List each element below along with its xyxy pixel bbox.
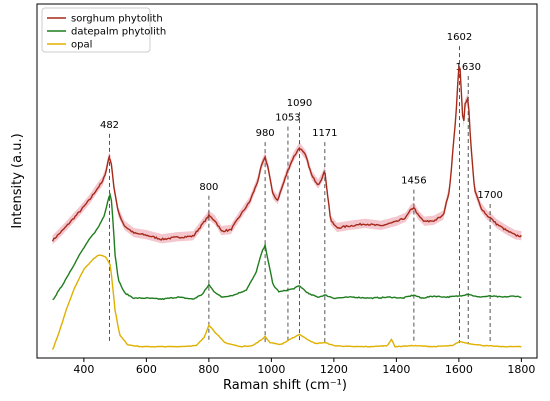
x-tick-label-400: 400	[73, 363, 94, 376]
peak-label-1602: 1602	[447, 32, 472, 43]
x-axis-label: Raman shift (cm⁻¹)	[223, 378, 347, 393]
x-tick-label-800: 800	[198, 363, 219, 376]
x-tick-label-600: 600	[136, 363, 157, 376]
series-lines	[51, 66, 522, 350]
peak-label-800: 800	[199, 182, 218, 193]
legend-label-opal: opal	[71, 40, 92, 51]
peak-label-1090: 1090	[287, 98, 312, 109]
sorghum-shade-band	[52, 61, 522, 245]
y-axis-label: Intensity (a.u.)	[10, 133, 25, 228]
peak-label-1456: 1456	[401, 176, 426, 187]
legend-label-sorghum-phytolith: sorghum phytolith	[71, 14, 163, 25]
x-tick-label-1000: 1000	[257, 363, 285, 376]
plot-frame	[36, 3, 538, 359]
peak-label-980: 980	[256, 128, 275, 139]
series-line-datepalm-phytolith	[52, 192, 522, 301]
series-line-opal	[51, 254, 522, 350]
peak-label-1053: 1053	[275, 113, 300, 124]
peak-label-1700: 1700	[477, 190, 502, 201]
peak-label-482: 482	[100, 120, 119, 131]
x-axis-ticks: 400 600 800 1000 1200 1400 1600 1800	[73, 358, 535, 376]
sorghum-uncertainty-band	[52, 61, 522, 245]
x-tick-label-1800: 1800	[507, 363, 535, 376]
legend-box	[41, 7, 151, 53]
legend-label-datepalm-phytolith: datepalm phytolith	[71, 27, 166, 38]
legend: sorghum phytolith datepalm phytolith opal	[41, 7, 166, 53]
peak-label-1630: 1630	[456, 62, 481, 73]
x-tick-label-1400: 1400	[382, 363, 410, 376]
series-line-sorghum-phytolith	[51, 66, 522, 242]
x-tick-label-1600: 1600	[445, 363, 473, 376]
peak-label-1171: 1171	[312, 128, 337, 139]
x-tick-label-1200: 1200	[320, 363, 348, 376]
